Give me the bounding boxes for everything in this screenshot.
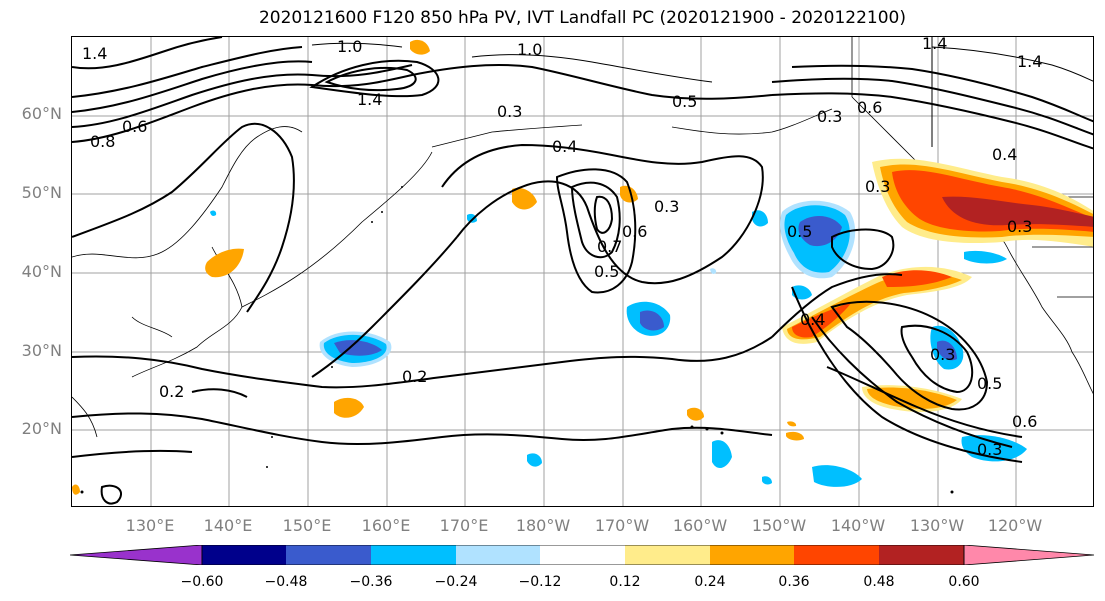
contour-label: 0.5 bbox=[594, 262, 619, 281]
contour-label: 0.3 bbox=[817, 107, 842, 126]
contour-label: 0.7 bbox=[597, 237, 622, 256]
colorbar-extend-max bbox=[963, 545, 1095, 565]
colorbar-bin bbox=[710, 545, 794, 565]
pv-contours-thin bbox=[311, 37, 1093, 147]
colorbar-bin bbox=[540, 545, 625, 565]
lon-label: 170°E bbox=[439, 516, 489, 535]
contour-label-group: 1.4 1.0 1.0 1.4 1.4 1.4 0.3 0.4 0.3 0.5 … bbox=[82, 37, 1042, 459]
colorbar-outline bbox=[201, 545, 965, 565]
lon-label: 140°E bbox=[203, 516, 253, 535]
colorbar-tick-label: −0.60 bbox=[180, 574, 224, 590]
colorbar-tick-label: 0.36 bbox=[778, 574, 810, 590]
contour-label: 1.0 bbox=[517, 40, 542, 59]
colorbar bbox=[70, 545, 1095, 565]
map-title: 2020121600 F120 850 hPa PV, IVT Landfall… bbox=[258, 8, 906, 28]
lat-label-60n: 60°N bbox=[21, 104, 62, 123]
contour-label: 1.4 bbox=[922, 37, 947, 53]
colorbar-bin bbox=[456, 545, 540, 565]
lon-label: 170°W bbox=[594, 516, 650, 535]
contour-label: 0.3 bbox=[865, 177, 890, 196]
contour-label: 0.3 bbox=[497, 102, 522, 121]
lon-label: 160°E bbox=[361, 516, 411, 535]
colorbar-tick-label: 0.48 bbox=[863, 574, 895, 590]
contour-label: 0.3 bbox=[930, 345, 955, 364]
colorbar-tick-label: −0.12 bbox=[518, 574, 562, 590]
contour-label: 0.4 bbox=[552, 137, 577, 156]
lat-label-50n: 50°N bbox=[21, 183, 62, 202]
coastlines bbox=[72, 37, 1093, 438]
contour-label: 0.2 bbox=[159, 382, 184, 401]
colorbar-extend-min bbox=[70, 545, 203, 565]
lat-label-20n: 20°N bbox=[21, 419, 62, 438]
lat-label-30n: 30°N bbox=[21, 341, 62, 360]
contour-label: 0.6 bbox=[622, 222, 647, 241]
contour-label: 0.5 bbox=[787, 222, 812, 241]
colorbar-bin bbox=[202, 545, 286, 565]
contour-label: 0.6 bbox=[857, 98, 882, 117]
map-canvas: 1.4 1.0 1.0 1.4 1.4 1.4 0.3 0.4 0.3 0.5 … bbox=[72, 37, 1093, 506]
colorbar-tick-label: 0.12 bbox=[609, 574, 641, 590]
contour-label: 1.4 bbox=[357, 90, 382, 109]
contour-label: 0.5 bbox=[672, 92, 697, 111]
contour-label: 0.4 bbox=[992, 145, 1017, 164]
map-panel: 1.4 1.0 1.0 1.4 1.4 1.4 0.3 0.4 0.3 0.5 … bbox=[71, 36, 1094, 507]
positive-anomaly-fills bbox=[72, 39, 1093, 495]
contour-label: 0.5 bbox=[977, 374, 1002, 393]
graticule bbox=[72, 37, 1093, 506]
colorbar-tick-label: −0.24 bbox=[434, 574, 478, 590]
colorbar-bin bbox=[794, 545, 879, 565]
lon-label: 180°W bbox=[515, 516, 571, 535]
colorbar-bin bbox=[625, 545, 710, 565]
lon-label: 130°W bbox=[909, 516, 965, 535]
colorbar-bin bbox=[371, 545, 456, 565]
colorbar-bin bbox=[286, 545, 371, 565]
lon-label: 140°W bbox=[830, 516, 886, 535]
lon-label: 120°W bbox=[987, 516, 1043, 535]
lat-label-40n: 40°N bbox=[21, 262, 62, 281]
contour-label: 0.4 bbox=[800, 310, 825, 329]
pv-contours bbox=[72, 37, 1093, 505]
colorbar-bin bbox=[879, 545, 964, 565]
contour-label: 0.3 bbox=[654, 197, 679, 216]
lon-label: 130°E bbox=[125, 516, 175, 535]
contour-label: 0.3 bbox=[977, 440, 1002, 459]
contour-label: 0.3 bbox=[1007, 217, 1032, 236]
lon-label: 160°W bbox=[672, 516, 728, 535]
contour-label: 1.0 bbox=[337, 37, 362, 56]
contour-label: 1.4 bbox=[82, 44, 107, 63]
lon-label: 150°E bbox=[282, 516, 332, 535]
contour-label: 0.6 bbox=[1012, 412, 1037, 431]
colorbar-tick-label: 0.24 bbox=[694, 574, 726, 590]
contour-label: 1.4 bbox=[1017, 52, 1042, 71]
contour-label: 0.6 bbox=[122, 117, 147, 136]
contour-label: 0.8 bbox=[90, 132, 115, 151]
colorbar-tick-label: −0.36 bbox=[349, 574, 393, 590]
colorbar-tick-label: −0.48 bbox=[264, 574, 308, 590]
contour-label: 0.2 bbox=[402, 367, 427, 386]
colorbar-tick-label: 0.60 bbox=[948, 574, 980, 590]
lon-label: 150°W bbox=[751, 516, 807, 535]
